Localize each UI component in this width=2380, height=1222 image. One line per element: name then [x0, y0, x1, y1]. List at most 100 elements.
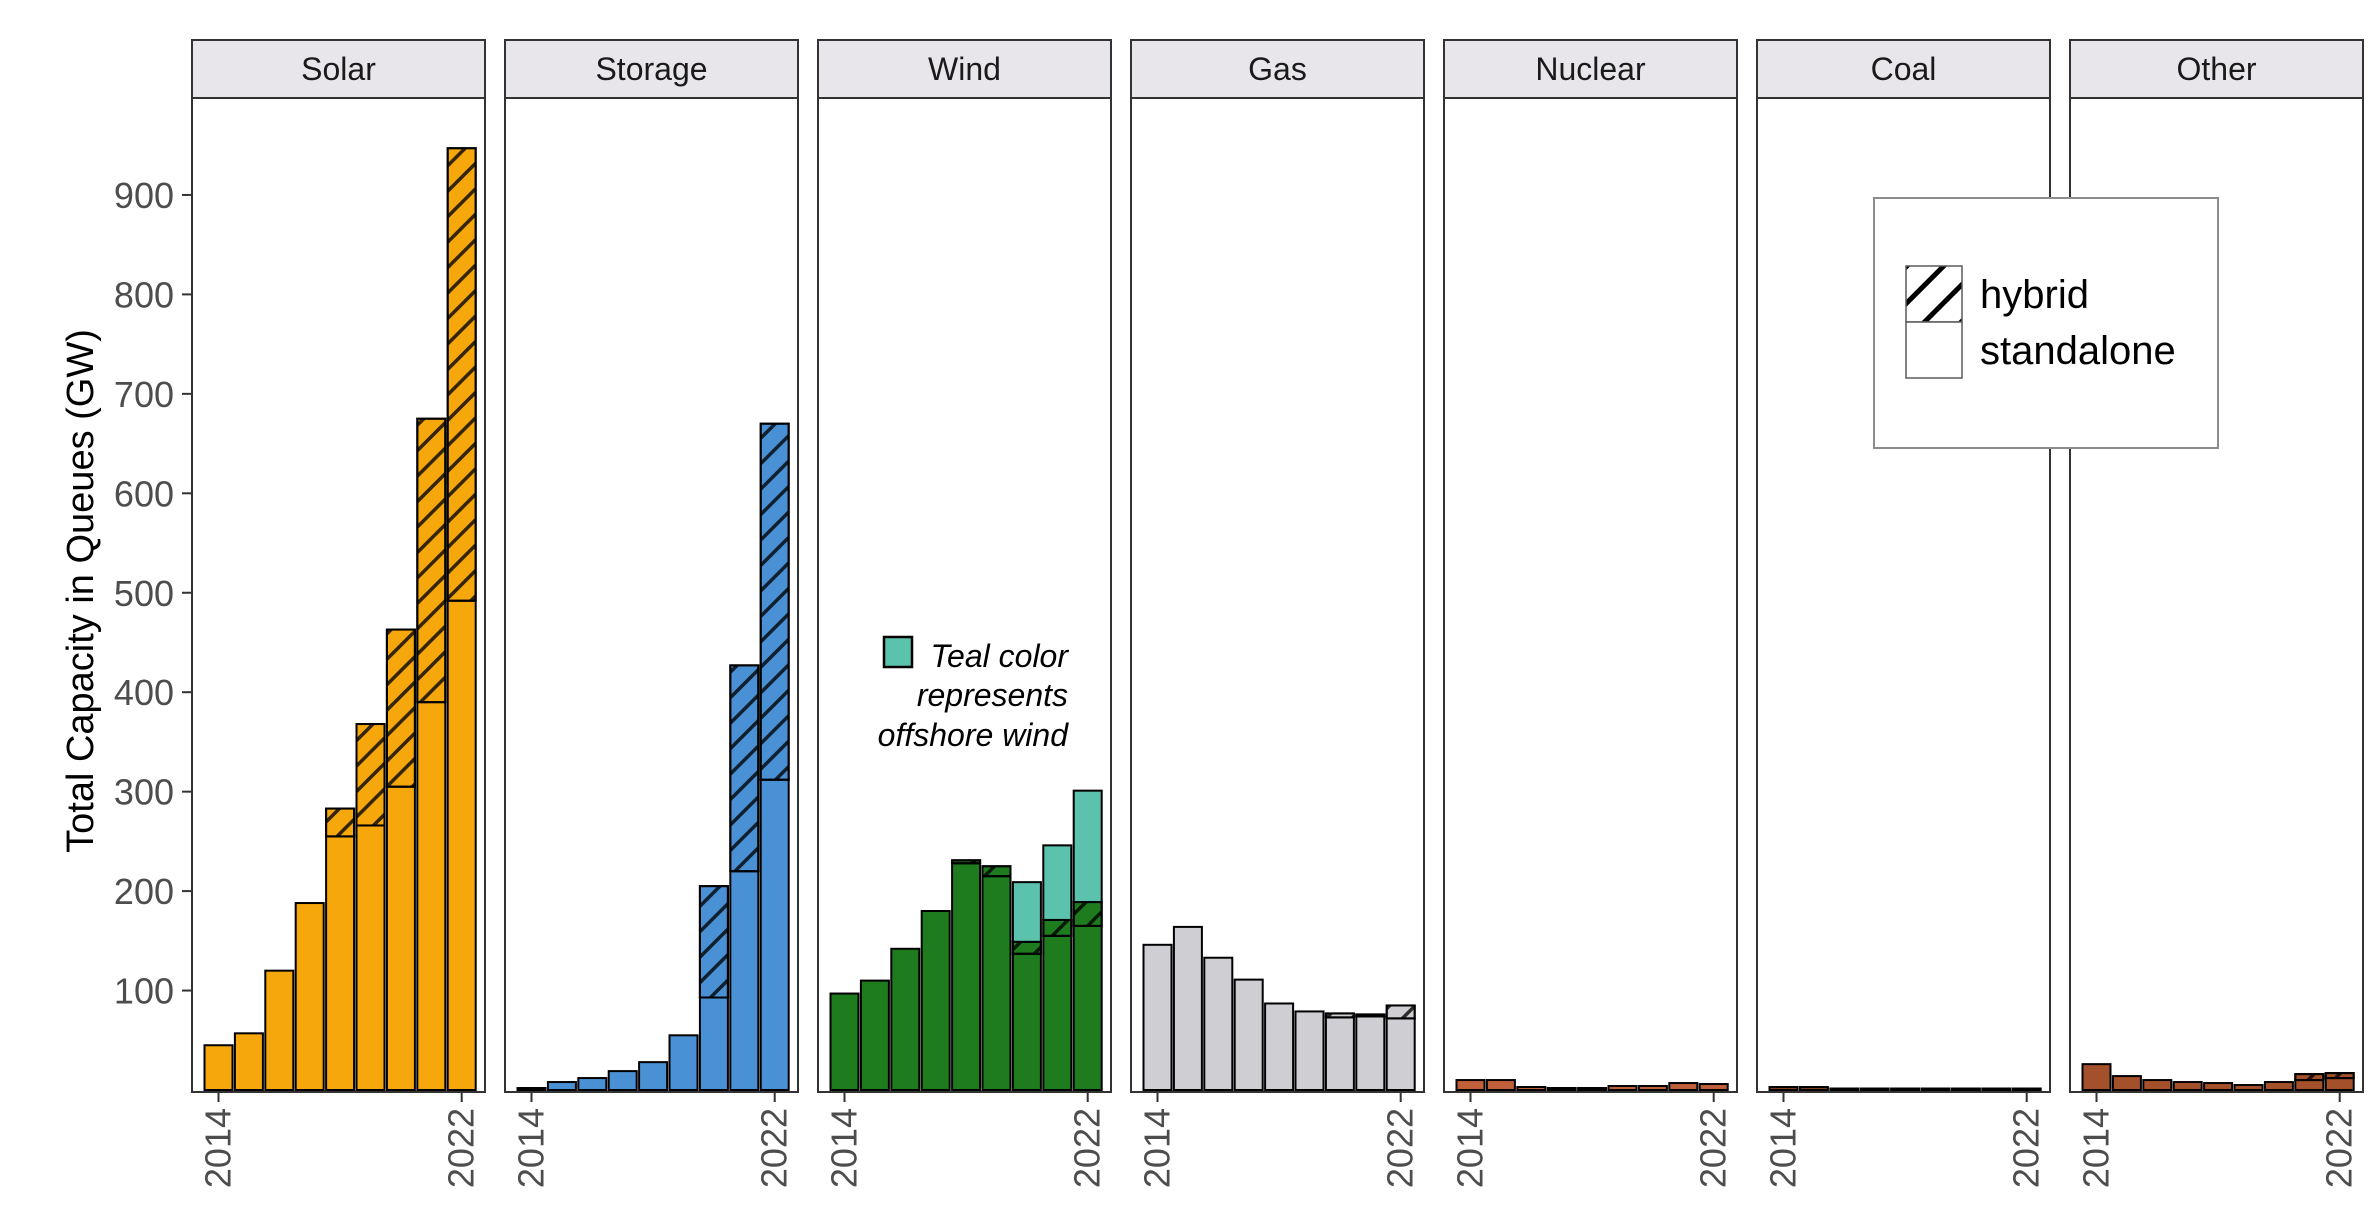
bar-2022-standalone — [446, 599, 477, 1091]
facet-strip — [191, 39, 486, 99]
x-tick-label: 2022 — [1380, 1108, 1421, 1188]
bar-2015-standalone — [1485, 1079, 1516, 1092]
x-tick-label: 2014 — [824, 1108, 865, 1188]
y-tick-label: 400 — [114, 672, 174, 713]
x-tick-label: 2014 — [511, 1108, 552, 1188]
bar-2021-standalone — [416, 701, 447, 1092]
x-tick-label: 2022 — [2006, 1108, 2047, 1188]
bar-2020-hybrid-hatch — [698, 885, 729, 999]
bar-2018-standalone — [638, 1061, 669, 1092]
x-tick-label: 2014 — [1763, 1108, 1804, 1188]
bar-2020-standalone — [698, 996, 729, 1091]
facet-title: Other — [2176, 51, 2256, 87]
bar-2017-standalone — [920, 909, 951, 1091]
bar-2022-hybrid-hatch — [446, 147, 477, 602]
bar-2015-standalone — [1798, 1086, 1829, 1091]
bar-2020-standalone — [1011, 952, 1042, 1091]
facet-storage: Storage 2014 2022 — [504, 39, 799, 1188]
bar-2019-standalone — [1294, 1010, 1325, 1092]
facet-strip — [1756, 39, 2051, 99]
bar-2017-standalone — [2172, 1081, 2203, 1091]
bar-2022-standalone — [2011, 1087, 2042, 1091]
legend-standalone-key — [1905, 321, 1963, 379]
bar-2019-standalone — [2233, 1084, 2264, 1091]
bar-2022-standalone — [759, 778, 790, 1091]
bar-2017-standalone — [1546, 1087, 1577, 1091]
facet-panel — [1443, 97, 1738, 1093]
offshore-wind-note: Teal color represents offshore wind — [878, 635, 1069, 753]
y-tick-label: 200 — [114, 871, 174, 912]
bar-2021-standalone — [1981, 1087, 2012, 1091]
bar-2016-standalone — [264, 969, 295, 1091]
bar-2021-hybrid-hatch — [729, 664, 760, 873]
y-axis-title: Total Capacity in Queues (GW) — [60, 329, 102, 853]
x-tick-label: 2014 — [1450, 1108, 1491, 1188]
facet-title: Wind — [928, 51, 1001, 87]
bar-2018-standalone — [2203, 1082, 2234, 1091]
facet-wind: Wind 2014 2022 — [817, 39, 1112, 1188]
bar-2015-standalone — [546, 1081, 577, 1091]
bar-2017-standalone — [1233, 978, 1264, 1091]
facet-gas: Gas 2014 2022 — [1130, 39, 1425, 1188]
bar-2014-standalone — [1455, 1079, 1486, 1092]
bar-2020-standalone — [2263, 1081, 2294, 1091]
note-line-1: Teal color — [930, 638, 1069, 674]
bar-2021-standalone — [1668, 1082, 1699, 1091]
bar-2014-standalone — [203, 1044, 234, 1092]
bar-2020-standalone — [1950, 1087, 1981, 1091]
bar-2020-offshore — [1011, 881, 1042, 943]
bar-2020-hybrid-hatch — [1324, 1012, 1355, 1019]
legend: hybrid standalone — [1873, 197, 2219, 449]
facet-strip — [817, 39, 1112, 99]
bar-2018-standalone — [1577, 1087, 1608, 1091]
x-tick-label: 2022 — [1067, 1108, 1108, 1188]
y-tick-label: 900 — [114, 175, 174, 216]
legend-hybrid-label: hybrid — [1980, 273, 2089, 317]
bar-2022-standalone — [2324, 1077, 2355, 1092]
bar-2017-standalone — [294, 902, 325, 1091]
bar-2019-hybrid-hatch — [355, 723, 386, 827]
bar-2017-standalone — [607, 1070, 638, 1091]
x-tick-label: 2014 — [198, 1108, 239, 1188]
bar-2014-standalone — [516, 1087, 547, 1091]
bar-2018-hybrid-hatch — [325, 807, 356, 838]
facet-solar: Solar 2014 2022 — [191, 39, 486, 1188]
x-tick-label: 2022 — [441, 1108, 482, 1188]
facet-strip — [1130, 39, 1425, 99]
bar-2019-standalone — [1607, 1085, 1638, 1091]
y-tick-label: 700 — [114, 374, 174, 415]
bar-2016-standalone — [890, 947, 921, 1091]
bar-2014-standalone — [2081, 1063, 2112, 1091]
bar-2021-standalone — [1355, 1015, 1386, 1091]
bar-2019-standalone — [355, 824, 386, 1091]
y-tick-label: 100 — [114, 971, 174, 1012]
bar-2021-standalone — [729, 870, 760, 1092]
bar-2017-standalone — [1859, 1087, 1890, 1091]
bar-2021-hybrid-hatch — [416, 417, 447, 704]
bar-2022-hybrid-hatch — [759, 422, 790, 781]
facet-title: Solar — [301, 51, 376, 87]
bar-2021-hybrid-hatch — [1042, 918, 1073, 937]
legend-standalone-label: standalone — [1980, 329, 2176, 373]
bar-2016-standalone — [1203, 956, 1234, 1091]
bar-2016-standalone — [1516, 1086, 1547, 1091]
bar-2018-standalone — [1264, 1002, 1295, 1092]
bar-2022-standalone — [1385, 1017, 1416, 1091]
y-tick-label: 800 — [114, 274, 174, 315]
x-tick-label: 2022 — [1693, 1108, 1734, 1188]
bar-2022-hybrid-hatch — [2324, 1072, 2355, 1080]
bar-2022-hybrid-hatch — [1385, 1004, 1416, 1020]
bar-2018-standalone — [951, 862, 982, 1092]
bar-2019-standalone — [981, 875, 1012, 1091]
y-tick-label: 300 — [114, 772, 174, 813]
facet-title: Coal — [1871, 51, 1937, 87]
bar-2015-standalone — [859, 979, 890, 1091]
offshore-wind-swatch — [882, 635, 914, 669]
facets: Solar 2014 2022 Storage 2014 2022 Wind 2014 2022… — [191, 39, 2364, 1188]
bar-2020-standalone — [1637, 1085, 1668, 1091]
x-tick-label: 2014 — [2076, 1108, 2117, 1188]
bar-2015-standalone — [2111, 1075, 2142, 1092]
bar-2020-standalone — [385, 785, 416, 1091]
bar-2019-hybrid-hatch — [981, 865, 1012, 878]
